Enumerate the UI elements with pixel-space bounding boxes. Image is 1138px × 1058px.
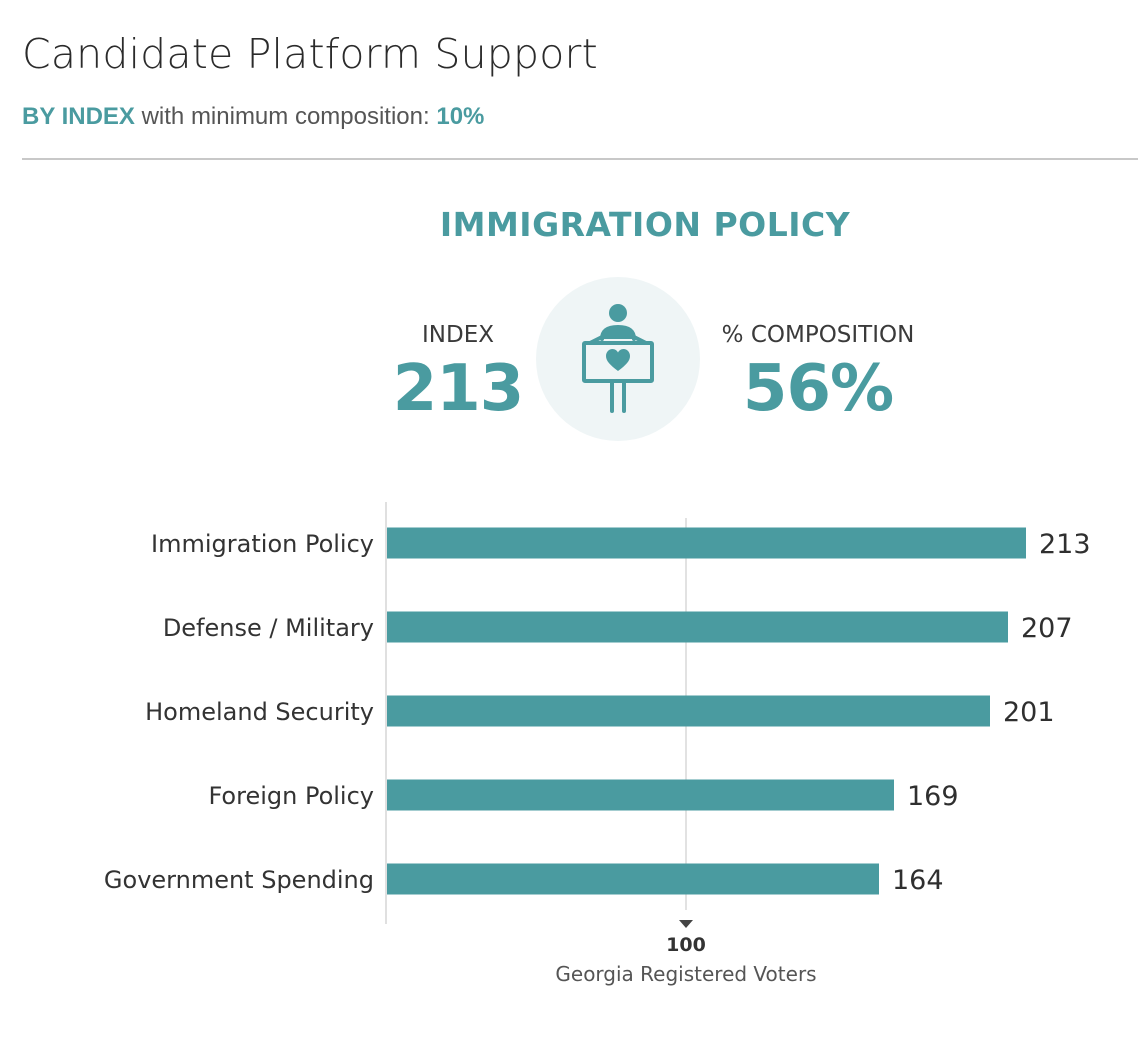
person-holding-heart-sign-icon: [582, 304, 654, 413]
highlight-title: IMMIGRATION POLICY: [439, 205, 851, 244]
bar: [387, 527, 1026, 559]
value-label: 207: [1021, 613, 1073, 644]
reference-value-label: 100: [666, 934, 706, 956]
value-label: 213: [1039, 529, 1091, 560]
reference-marker: [679, 920, 693, 928]
composition-value: 56%: [742, 352, 894, 426]
category-label: Immigration Policy: [151, 530, 374, 558]
index-value: 213: [392, 352, 525, 426]
subtitle-mode: BY INDEX: [22, 103, 135, 130]
category-label: Homeland Security: [145, 698, 374, 726]
composition-label: % COMPOSITION: [721, 322, 915, 348]
category-label: Defense / Military: [163, 614, 374, 642]
category-label: Government Spending: [104, 866, 374, 894]
bar-chart-layer: Immigration Policy 213 Defense / Military 2…: [104, 502, 1091, 986]
category-label: Foreign Policy: [208, 782, 374, 810]
chart-subtitle: BY INDEX with minimum composition: 10%: [22, 103, 484, 131]
bar: [387, 779, 894, 811]
header-divider: [22, 158, 1138, 160]
bar-chart: Immigration Policy 213 Defense / Military 2…: [104, 502, 1091, 986]
subtitle-min-composition: 10%: [436, 103, 485, 130]
value-label: 169: [907, 781, 959, 812]
bar: [387, 611, 1008, 643]
bar: [387, 863, 879, 895]
value-label: 201: [1003, 697, 1055, 728]
bar: [387, 695, 990, 727]
chart-title: Candidate Platform Support: [22, 30, 598, 78]
value-label: 164: [892, 865, 944, 896]
highlight-icon-circle: [536, 277, 700, 441]
index-label: INDEX: [422, 322, 494, 348]
subtitle-text: with minimum composition:: [134, 103, 437, 130]
reference-caption: Georgia Registered Voters: [555, 962, 816, 986]
